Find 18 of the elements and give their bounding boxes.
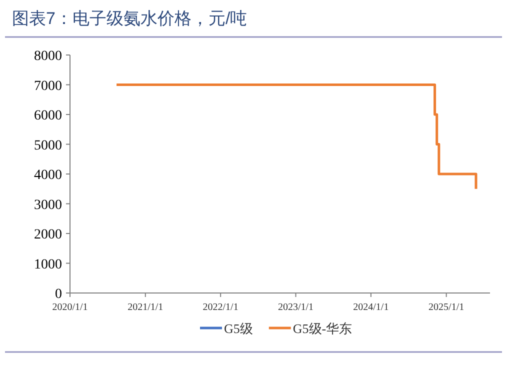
legend-label: G5级 (224, 321, 253, 336)
y-tick-label: 0 (55, 287, 62, 302)
x-tick-label: 2024/1/1 (353, 302, 389, 313)
y-tick-label: 4000 (34, 168, 62, 183)
y-tick-label: 6000 (34, 108, 62, 124)
y-tick-label: 7000 (34, 78, 62, 94)
y-tick-label: 1000 (34, 257, 62, 272)
y-tick-label: 8000 (34, 49, 62, 64)
y-tick-label: 5000 (34, 138, 62, 154)
x-tick-label: 2020/1/1 (52, 302, 88, 313)
y-tick-label: 3000 (34, 198, 62, 213)
x-tick-label: 2022/1/1 (202, 302, 238, 313)
x-tick-label: 2023/1/1 (278, 302, 314, 313)
title: 图表7：电子级氨水价格，元/吨 (12, 9, 248, 28)
legend-label: G5级-华东 (292, 321, 352, 336)
x-tick-label: 2021/1/1 (128, 302, 164, 313)
x-tick-label: 2025/1/1 (428, 302, 464, 313)
y-tick-label: 2000 (34, 228, 62, 242)
